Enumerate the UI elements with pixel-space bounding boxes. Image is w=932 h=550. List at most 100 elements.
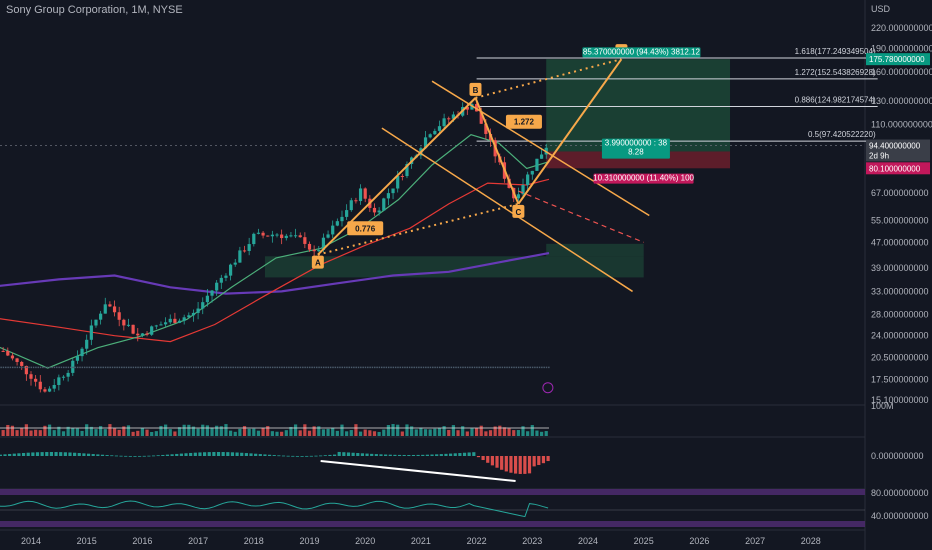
macd-bar	[504, 456, 508, 472]
marker-dot	[216, 366, 218, 369]
volume-bar	[382, 429, 386, 436]
candle-body	[275, 234, 279, 236]
channel-upper-line	[431, 80, 650, 217]
candle-body	[266, 235, 270, 237]
marker-dot	[422, 366, 425, 369]
macd-bar	[142, 455, 146, 457]
volume-bar	[512, 430, 516, 436]
volume-bar	[252, 428, 256, 436]
volume-bar	[122, 426, 126, 436]
candle-body	[34, 378, 38, 382]
macd-bar	[267, 454, 272, 456]
marker-dot	[188, 366, 190, 369]
macd-bar	[68, 452, 72, 456]
marker-dot	[436, 366, 439, 369]
marker-dot	[457, 366, 460, 369]
marker-dot	[387, 366, 390, 369]
candle-body	[224, 275, 228, 278]
axis-tag-box	[866, 53, 930, 66]
marker-dot	[14, 366, 16, 369]
candle-body	[312, 249, 316, 252]
marker-dot	[508, 366, 511, 369]
volume-bar	[29, 430, 33, 436]
candle-body	[43, 389, 47, 392]
marker-dot	[211, 366, 214, 369]
volume-bar	[112, 428, 117, 436]
marker-dot	[341, 366, 344, 369]
marker-dot	[81, 366, 84, 369]
volume-bar	[131, 431, 135, 436]
marker-dot	[380, 366, 383, 369]
candle-body	[340, 216, 344, 222]
marker-dot	[183, 366, 186, 369]
marker-dot	[371, 366, 374, 369]
volume-bar	[391, 424, 395, 436]
macd-bar	[244, 453, 248, 456]
volume-bar	[270, 431, 274, 436]
macd-bar	[249, 453, 253, 456]
macd-bar	[397, 454, 402, 456]
macd-bar	[207, 452, 211, 456]
candle-body	[85, 339, 89, 349]
ratio-label: 1.272	[514, 118, 535, 127]
candle-body	[391, 188, 395, 194]
axis-tag-box	[866, 162, 930, 175]
candle-body	[233, 262, 237, 265]
price-axis-label: 67.000000000	[871, 188, 929, 198]
marker-dot	[225, 366, 227, 369]
macd-bar	[202, 452, 207, 456]
profit-tag-text: 85.370000000 (94.43%) 3812.12	[583, 47, 701, 56]
marker-dot	[302, 366, 304, 369]
macd-bar	[407, 455, 411, 456]
marker-dot	[415, 366, 418, 369]
marker-dot	[172, 366, 174, 369]
volume-bar	[182, 424, 186, 436]
volume-bar	[164, 424, 168, 436]
marker-dot	[480, 366, 483, 369]
macd-bar	[458, 453, 462, 456]
candle-body	[396, 175, 400, 189]
price-axis-label: 190.000000000	[871, 43, 932, 53]
marker-dot	[179, 366, 181, 369]
candle-body	[117, 312, 121, 320]
macd-bar	[40, 452, 44, 456]
macd-bar	[35, 452, 40, 456]
candle-body	[465, 107, 469, 110]
volume-bar	[280, 431, 284, 436]
ma-long-line	[0, 252, 550, 295]
volume-bar	[293, 424, 298, 436]
marker-dot	[367, 366, 369, 369]
marker-dot	[160, 366, 163, 369]
macd-bar	[314, 455, 318, 457]
marker-dot	[76, 366, 79, 369]
marker-dot	[336, 366, 339, 369]
marker-dot	[46, 366, 49, 369]
macd-bar	[509, 456, 513, 473]
candle-body	[298, 235, 302, 238]
marker-dot	[357, 366, 360, 369]
macd-bar	[523, 456, 527, 474]
candle-body	[321, 237, 326, 250]
axis-tag-text: 175.780000000	[869, 55, 925, 64]
price-axis-label: 55.000000000	[871, 216, 929, 226]
marker-dot	[543, 366, 545, 369]
event-icon	[542, 382, 554, 394]
volume-bar	[247, 428, 251, 436]
price-axis-label: 39.000000000	[871, 263, 929, 273]
marker-dot	[241, 366, 244, 369]
marker-dot	[137, 366, 139, 369]
rsi-axis-label: 40.000000000	[871, 511, 929, 521]
volume-bar	[289, 426, 293, 436]
volume-bar	[423, 429, 428, 436]
marker-dot	[246, 366, 248, 369]
marker-dot	[459, 366, 462, 369]
volume-bar	[219, 426, 223, 436]
marker-dot	[271, 366, 274, 369]
volume-bar	[358, 431, 363, 436]
volume-bar	[210, 427, 214, 436]
pattern-point-c: C	[512, 204, 525, 218]
macd-bar	[138, 455, 142, 457]
